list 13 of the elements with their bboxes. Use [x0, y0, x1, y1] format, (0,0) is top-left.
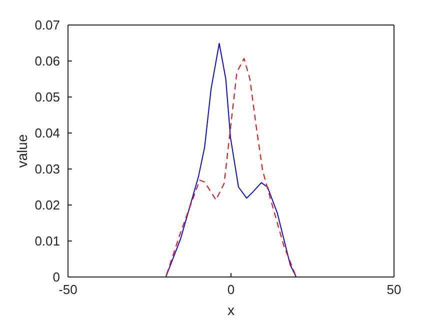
y-axis-title: value: [14, 134, 30, 168]
x-axis-title: x: [228, 302, 234, 318]
x-tick-label: -50: [58, 282, 78, 298]
y-tick-label: 0.05: [34, 90, 60, 105]
y-tick-label: 0.07: [34, 18, 60, 33]
x-tick-label: 50: [386, 282, 402, 298]
x-tick-label: 0: [227, 282, 235, 298]
y-tick-label: 0.04: [34, 126, 60, 141]
y-tick-label: 0.06: [34, 54, 60, 69]
y-tick-label: 0: [52, 270, 60, 285]
y-tick-label: 0.02: [34, 198, 60, 213]
y-tick-label: 0.01: [34, 234, 60, 249]
y-tick-label: 0.03: [34, 162, 60, 177]
